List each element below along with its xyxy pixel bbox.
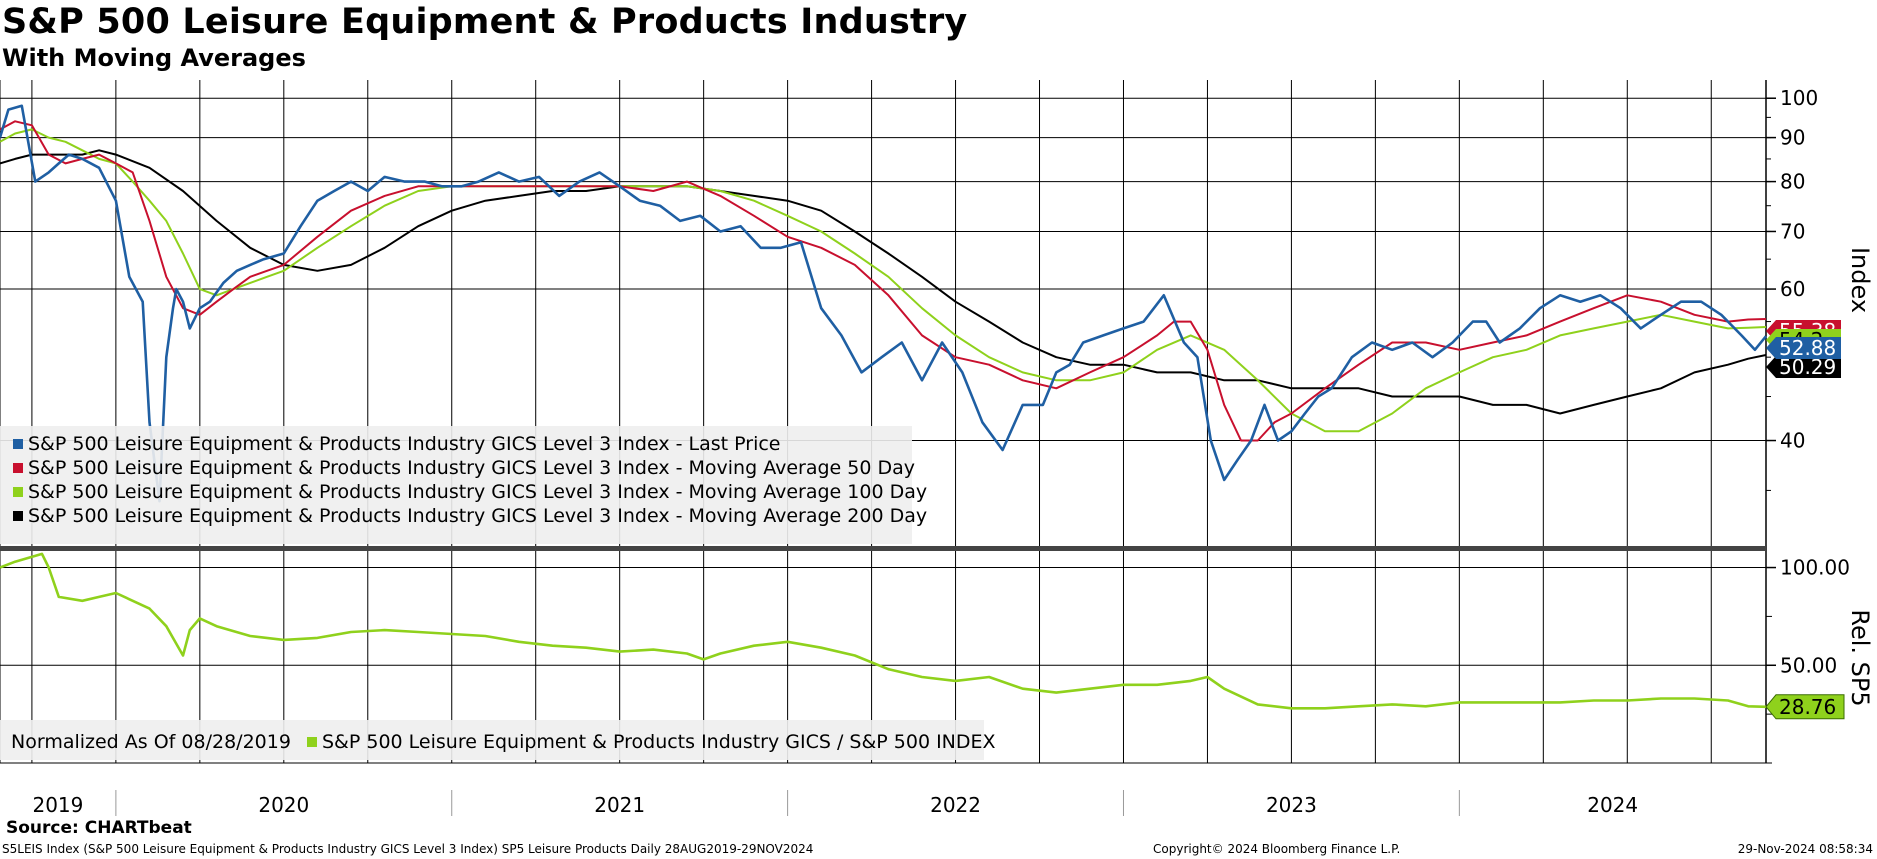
legend-label: S&P 500 Leisure Equipment & Products Ind… [28,481,927,503]
chart-title: S&P 500 Leisure Equipment & Products Ind… [2,2,968,42]
last-value-tag-last: 52.88 [1766,336,1841,360]
y-tick-label: 70 [1780,219,1805,243]
legend-background [0,426,912,544]
x-tick-label: 2022 [930,793,981,817]
legend-swatch [13,463,23,473]
footer-description: S5LEIS Index (S&P 500 Leisure Equipment … [2,842,814,856]
y-tick-label: 100.00 [1780,556,1850,580]
legend-swatch [307,737,317,747]
last-value-tag-relative: 28.76 [1765,694,1845,720]
y-axis-title: Index [1846,247,1874,313]
y-tick-label: 90 [1780,126,1805,150]
series-line-ma50 [0,120,1767,442]
series-line-relative [0,552,1767,710]
legend-background [0,720,984,760]
series-line-ma200 [0,149,1767,415]
legend-top: S&P 500 Leisure Equipment & Products Ind… [0,426,927,544]
legend-label: S&P 500 Leisure Equipment & Products Ind… [28,457,915,479]
x-tick-label: 2021 [594,793,645,817]
panel-separator [0,546,1766,551]
x-tick-label: 2024 [1587,793,1638,817]
y-axis-title: Rel. SP5 [1846,609,1874,706]
legend-prefix: Normalized As Of 08/28/2019 [11,731,291,753]
y-tick-label: 40 [1780,429,1805,453]
legend-label: S&P 500 Leisure Equipment & Products Ind… [322,731,996,753]
last-value-tag-text: 28.76 [1779,695,1836,719]
legend-bottom: Normalized As Of 08/28/2019 S&P 500 Leisu… [0,720,996,760]
last-value-tag-bg [1766,356,1841,378]
series-line-last [0,104,1768,503]
y-tick-label: 50.00 [1780,653,1837,677]
series-line-ma100 [0,128,1767,433]
x-tick-label: 2023 [1266,793,1317,817]
y-tick-label: 60 [1780,277,1805,301]
legend-label: S&P 500 Leisure Equipment & Products Ind… [28,505,927,527]
x-tick-label: 2019 [32,793,83,817]
footer-copyright: Copyright© 2024 Bloomberg Finance L.P. [1153,842,1401,856]
last-value-tag-bg [1765,694,1845,720]
chart-subtitle: With Moving Averages [2,44,306,72]
x-tick-label: 2020 [258,793,309,817]
legend-label: S&P 500 Leisure Equipment & Products Ind… [28,433,781,455]
last-value-tag-bg [1766,337,1841,359]
footer-timestamp: 29-Nov-2024 08:58:34 [1737,842,1873,856]
last-value-tag-text: 52.88 [1779,336,1836,360]
y-tick-label: 80 [1780,170,1805,194]
y-tick-label: 100 [1780,86,1818,110]
source-note: Source: CHARTbeat [6,818,192,838]
legend-swatch [13,439,23,449]
legend-swatch [13,487,23,497]
legend-swatch [13,511,23,521]
